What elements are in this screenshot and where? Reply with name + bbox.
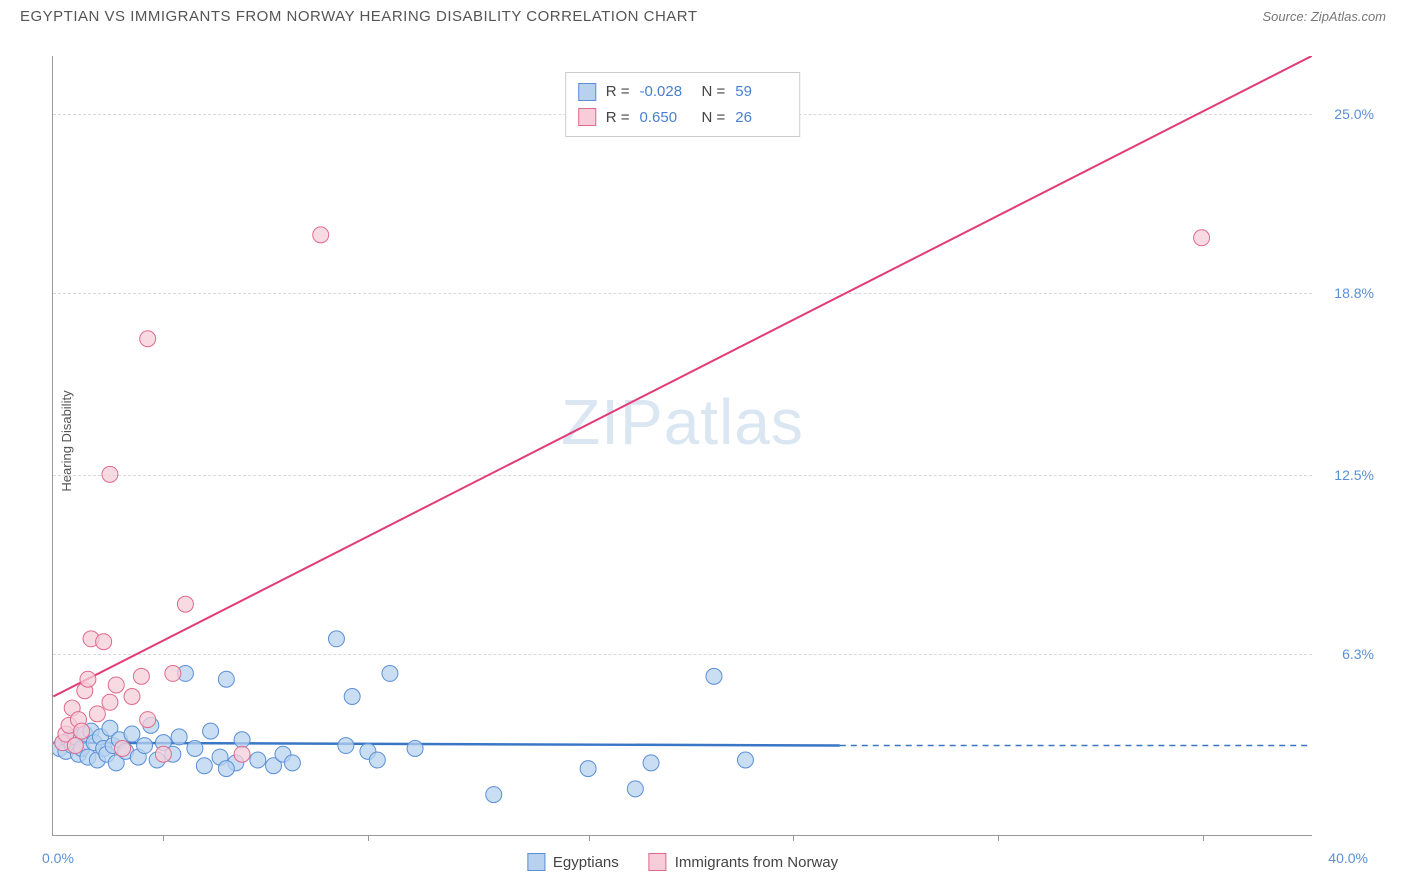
chart-title: EGYPTIAN VS IMMIGRANTS FROM NORWAY HEARI… [20,8,698,25]
y-tick-label: 25.0% [1334,106,1374,122]
source-attribution: Source: ZipAtlas.com [1262,9,1386,24]
y-tick-label: 18.8% [1334,285,1374,301]
chart-container: Hearing Disability ZIPatlas R = -0.028 N… [42,40,1382,842]
swatch-icon [649,853,667,871]
x-origin-label: 0.0% [42,850,74,866]
scatter-svg [53,56,1312,835]
n-value-1: 59 [735,79,787,105]
legend-row-series-2: R = 0.650 N = 26 [578,105,788,131]
n-value-2: 26 [735,105,787,131]
swatch-series-2 [578,108,596,126]
correlation-legend: R = -0.028 N = 59 R = 0.650 N = 26 [565,72,801,137]
swatch-icon [527,853,545,871]
y-tick-label: 6.3% [1342,646,1374,662]
r-value-1: -0.028 [640,79,692,105]
legend-item-2: Immigrants from Norway [649,853,838,871]
series-legend: Egyptians Immigrants from Norway [527,853,838,871]
r-value-2: 0.650 [640,105,692,131]
swatch-series-1 [578,83,596,101]
x-max-label: 40.0% [1328,850,1368,866]
legend-item-1: Egyptians [527,853,619,871]
y-tick-label: 12.5% [1334,467,1374,483]
plot-area: ZIPatlas R = -0.028 N = 59 R = 0.650 N =… [52,56,1312,836]
legend-row-series-1: R = -0.028 N = 59 [578,79,788,105]
